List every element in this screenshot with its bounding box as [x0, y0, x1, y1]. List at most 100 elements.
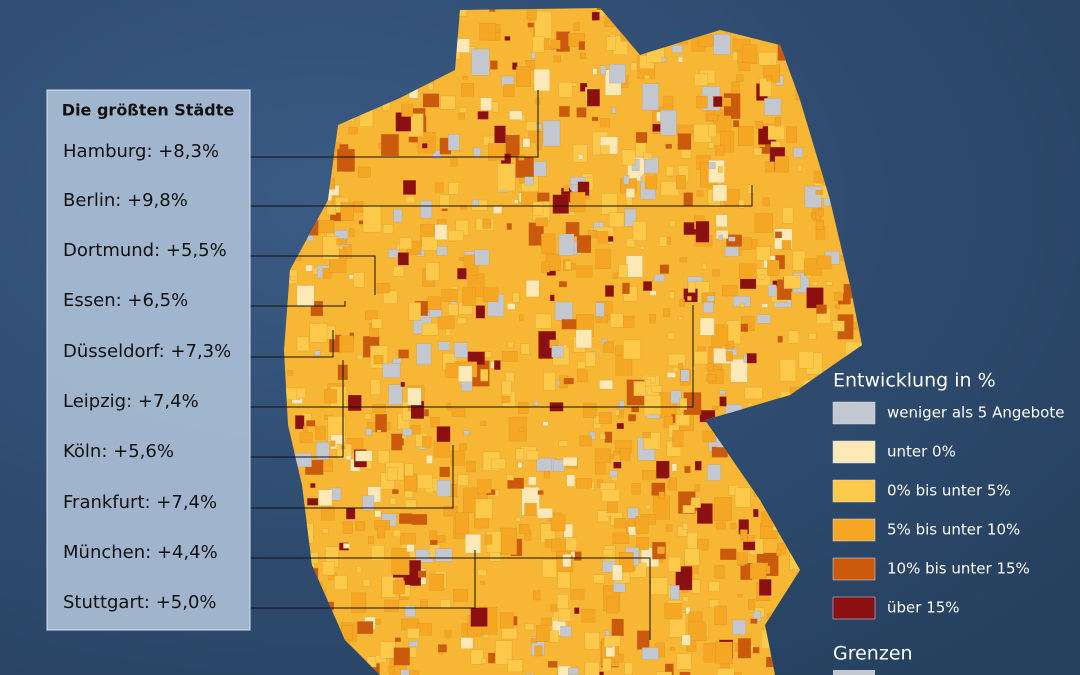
region [550, 604, 558, 612]
region [687, 281, 696, 293]
region [628, 526, 637, 536]
region [585, 351, 596, 367]
region [534, 645, 543, 657]
border-swatch [833, 670, 875, 675]
region [635, 516, 649, 534]
leader-line [250, 550, 476, 609]
region [371, 318, 383, 329]
region [401, 103, 414, 117]
region [473, 147, 481, 157]
region [437, 316, 455, 330]
region [761, 303, 769, 308]
region [346, 507, 356, 520]
city-panel [46, 89, 251, 631]
region [550, 39, 561, 50]
region [675, 566, 693, 591]
region [382, 363, 401, 378]
city-label: Essen: +6,5% [63, 290, 188, 311]
city-label: Berlin: +9,8% [63, 190, 188, 211]
region [684, 466, 691, 473]
region [507, 303, 516, 310]
region [671, 463, 677, 472]
region [339, 144, 349, 153]
region [403, 180, 416, 195]
region [517, 462, 523, 469]
region [670, 646, 675, 651]
region [685, 607, 691, 615]
region [318, 489, 333, 506]
region [697, 539, 709, 551]
region [377, 450, 390, 464]
region [536, 624, 550, 642]
region [720, 548, 737, 560]
region [373, 355, 384, 365]
region [677, 526, 688, 537]
region [303, 425, 308, 433]
city-label: München: +4,4% [63, 542, 218, 563]
region [488, 652, 496, 664]
region [448, 230, 464, 242]
region [371, 545, 385, 561]
region [718, 234, 723, 241]
region [651, 385, 663, 393]
region [712, 269, 720, 277]
region [515, 448, 525, 460]
region [295, 415, 305, 430]
region [603, 341, 614, 353]
region [562, 457, 578, 467]
region [578, 154, 584, 160]
region [808, 333, 817, 340]
region [312, 267, 318, 275]
region [483, 287, 499, 303]
region [619, 448, 631, 461]
region [490, 60, 498, 70]
region [792, 250, 806, 271]
region [747, 184, 755, 194]
region [619, 552, 634, 573]
region [716, 668, 735, 675]
region [707, 464, 721, 481]
region [404, 499, 417, 510]
region [504, 36, 511, 41]
region [480, 369, 489, 382]
region [566, 474, 576, 487]
region [611, 107, 617, 114]
region [595, 315, 608, 324]
region [336, 238, 348, 246]
region [584, 632, 600, 650]
region [553, 55, 562, 63]
region [477, 111, 489, 120]
region [595, 248, 611, 269]
region [628, 414, 637, 422]
region [460, 205, 467, 210]
region [515, 517, 521, 522]
region [812, 281, 818, 286]
region [448, 303, 459, 316]
region [437, 535, 446, 543]
region [815, 219, 824, 230]
region [314, 350, 321, 356]
region [518, 427, 524, 432]
legend-label: unter 0% [887, 443, 956, 461]
region [455, 38, 470, 53]
region [694, 484, 700, 492]
region [391, 548, 410, 576]
legend-label: weniger als 5 Angebote [887, 404, 1064, 422]
region [507, 659, 523, 673]
region [501, 380, 512, 396]
region [454, 342, 468, 358]
region [444, 629, 452, 638]
region [577, 369, 588, 383]
region [356, 354, 363, 360]
region [471, 199, 488, 211]
region [599, 379, 613, 390]
region [637, 630, 650, 650]
legend-swatch [832, 440, 876, 464]
region [678, 57, 683, 63]
city-label: Stuttgart: +5,0% [63, 592, 217, 613]
region [411, 514, 428, 525]
region [400, 532, 416, 545]
region [767, 125, 785, 140]
region [388, 666, 395, 674]
